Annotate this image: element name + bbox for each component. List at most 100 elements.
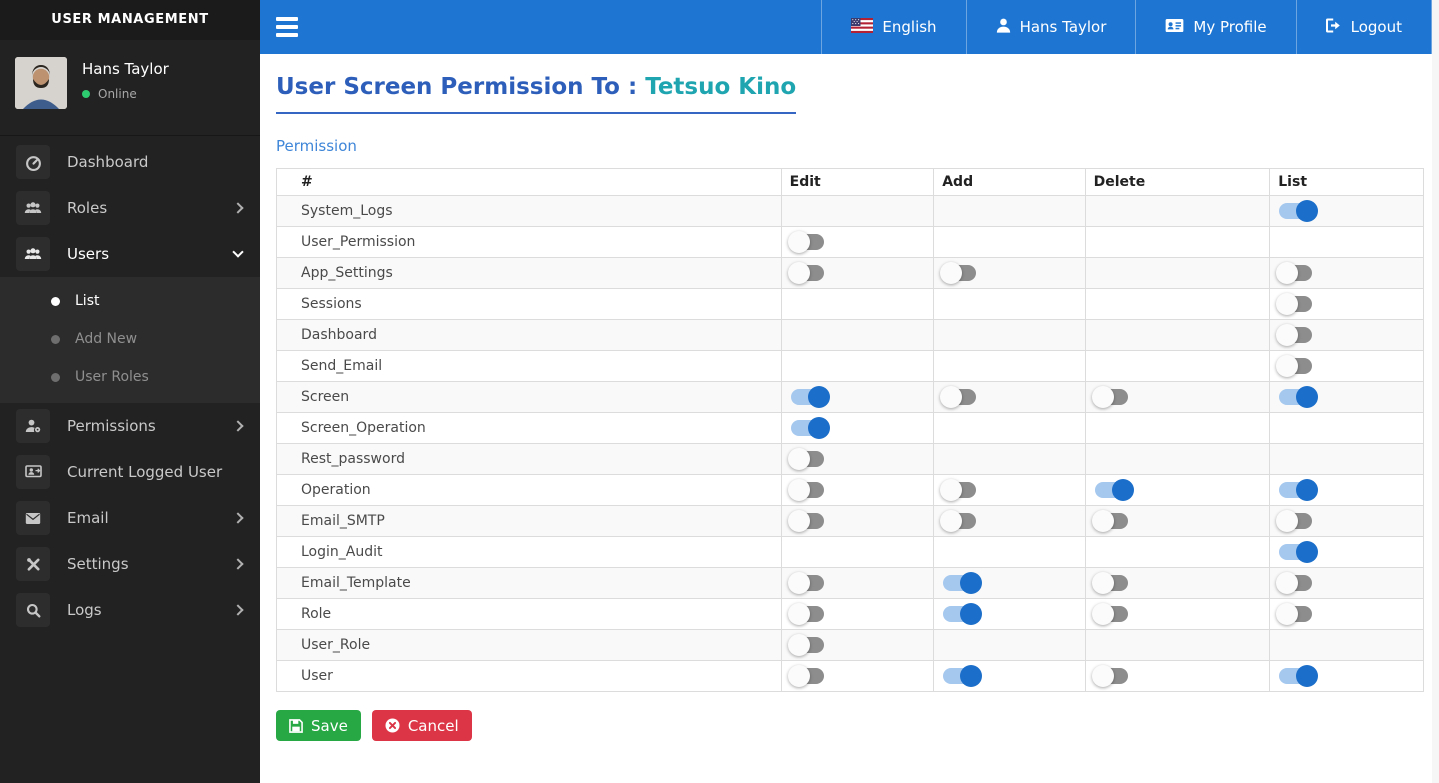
cancel-button[interactable]: Cancel: [371, 710, 472, 741]
sidebar-subitem-add-new[interactable]: Add New: [0, 320, 260, 358]
delete-toggle[interactable]: [1094, 479, 1134, 501]
list-cell: [1269, 660, 1424, 692]
list-toggle[interactable]: [1278, 541, 1319, 563]
toggle-knob: [1091, 665, 1114, 687]
edit-toggle[interactable]: [787, 510, 827, 532]
id-card-icon: [1165, 18, 1184, 37]
list-cell: [1269, 195, 1424, 227]
edit-toggle[interactable]: [787, 603, 827, 625]
sidebar-subitem-user-roles[interactable]: User Roles: [0, 358, 260, 396]
language-menu[interactable]: English: [821, 0, 965, 54]
edit-toggle[interactable]: [787, 231, 827, 253]
add-toggle[interactable]: [942, 665, 983, 687]
sidebar-item-logs[interactable]: Logs: [0, 587, 260, 633]
current-user-menu[interactable]: Hans Taylor: [965, 0, 1136, 54]
list-cell: [1269, 319, 1424, 351]
section-label: Permission: [276, 137, 357, 155]
list-toggle[interactable]: [1276, 572, 1315, 594]
delete-cell: [1084, 257, 1271, 289]
cancel-icon: [385, 718, 400, 733]
delete-toggle[interactable]: [1091, 510, 1131, 532]
add-toggle[interactable]: [942, 603, 983, 625]
screen-name-cell: Screen_Operation: [276, 412, 782, 444]
edit-toggle[interactable]: [787, 634, 827, 656]
cancel-label: Cancel: [407, 716, 459, 735]
sidebar: USER MANAGEMENT Hans Taylor Online Das: [0, 0, 260, 783]
screen-name-cell: Send_Email: [276, 350, 782, 382]
edit-toggle[interactable]: [790, 417, 830, 439]
page-title-prefix: User Screen Permission To :: [276, 74, 646, 100]
screen-name-cell: Rest_password: [276, 443, 782, 475]
edit-cell: [780, 226, 935, 258]
list-toggle[interactable]: [1278, 200, 1319, 222]
delete-toggle[interactable]: [1091, 665, 1131, 687]
toggle-knob: [787, 634, 810, 656]
us-flag-icon: [851, 17, 874, 37]
toggle-knob: [1276, 262, 1299, 284]
edit-toggle[interactable]: [787, 448, 827, 470]
add-toggle[interactable]: [940, 386, 979, 408]
add-toggle[interactable]: [940, 479, 979, 501]
list-toggle[interactable]: [1278, 479, 1319, 501]
hamburger-menu-icon[interactable]: [260, 0, 318, 54]
toggle-knob: [1296, 665, 1319, 687]
edit-cell: [780, 381, 935, 413]
sidebar-item-roles[interactable]: Roles: [0, 185, 260, 231]
delete-cell: [1084, 381, 1271, 413]
list-toggle[interactable]: [1276, 510, 1315, 532]
add-cell: [933, 319, 1086, 351]
table-row: Email_SMTP: [276, 505, 1424, 537]
toggle-knob: [807, 386, 830, 408]
add-toggle[interactable]: [940, 262, 979, 284]
sidebar-item-users[interactable]: Users: [0, 231, 260, 277]
screen-name-cell: User_Permission: [276, 226, 782, 258]
topbar-user-name: Hans Taylor: [1019, 18, 1107, 36]
delete-cell: [1084, 288, 1271, 320]
delete-cell: [1084, 536, 1271, 568]
list-toggle[interactable]: [1276, 603, 1315, 625]
screen-name-cell: Role: [276, 598, 782, 630]
delete-cell: [1084, 474, 1271, 506]
sidebar-item-email[interactable]: Email: [0, 495, 260, 541]
add-cell: [933, 660, 1086, 692]
edit-toggle[interactable]: [787, 572, 827, 594]
toggle-knob: [1276, 293, 1299, 315]
add-cell: [933, 598, 1086, 630]
add-toggle[interactable]: [942, 572, 983, 594]
toggle-knob: [1091, 572, 1114, 594]
edit-toggle[interactable]: [787, 665, 827, 687]
toggle-knob: [1091, 386, 1114, 408]
delete-toggle[interactable]: [1091, 572, 1131, 594]
list-cell: [1269, 567, 1424, 599]
list-toggle[interactable]: [1278, 386, 1319, 408]
avatar: [15, 57, 67, 109]
delete-cell: [1084, 629, 1271, 661]
add-toggle[interactable]: [940, 510, 979, 532]
table-row: Send_Email: [276, 350, 1424, 382]
delete-toggle[interactable]: [1091, 386, 1131, 408]
list-toggle[interactable]: [1276, 355, 1315, 377]
sidebar-item-dashboard[interactable]: Dashboard: [0, 139, 260, 185]
edit-toggle[interactable]: [787, 262, 827, 284]
toggle-knob: [1111, 479, 1134, 501]
logout-menu[interactable]: Logout: [1295, 0, 1432, 54]
add-cell: [933, 536, 1086, 568]
sidebar-subitem-list[interactable]: List: [0, 282, 260, 320]
save-button[interactable]: Save: [276, 710, 361, 741]
delete-cell: [1084, 660, 1271, 692]
list-toggle[interactable]: [1278, 665, 1319, 687]
dashboard-icon: [16, 145, 50, 179]
list-toggle[interactable]: [1276, 293, 1315, 315]
toggle-knob: [1296, 541, 1319, 563]
sidebar-item-current-logged-user[interactable]: Current Logged User: [0, 449, 260, 495]
chevron-down-icon: [232, 246, 244, 258]
sidebar-item-permissions[interactable]: Permissions: [0, 403, 260, 449]
list-toggle[interactable]: [1276, 324, 1315, 346]
list-toggle[interactable]: [1276, 262, 1315, 284]
edit-toggle[interactable]: [787, 479, 827, 501]
delete-toggle[interactable]: [1091, 603, 1131, 625]
edit-toggle[interactable]: [790, 386, 830, 408]
screen-name-cell: Email_Template: [276, 567, 782, 599]
my-profile-menu[interactable]: My Profile: [1135, 0, 1295, 54]
sidebar-item-settings[interactable]: Settings: [0, 541, 260, 587]
